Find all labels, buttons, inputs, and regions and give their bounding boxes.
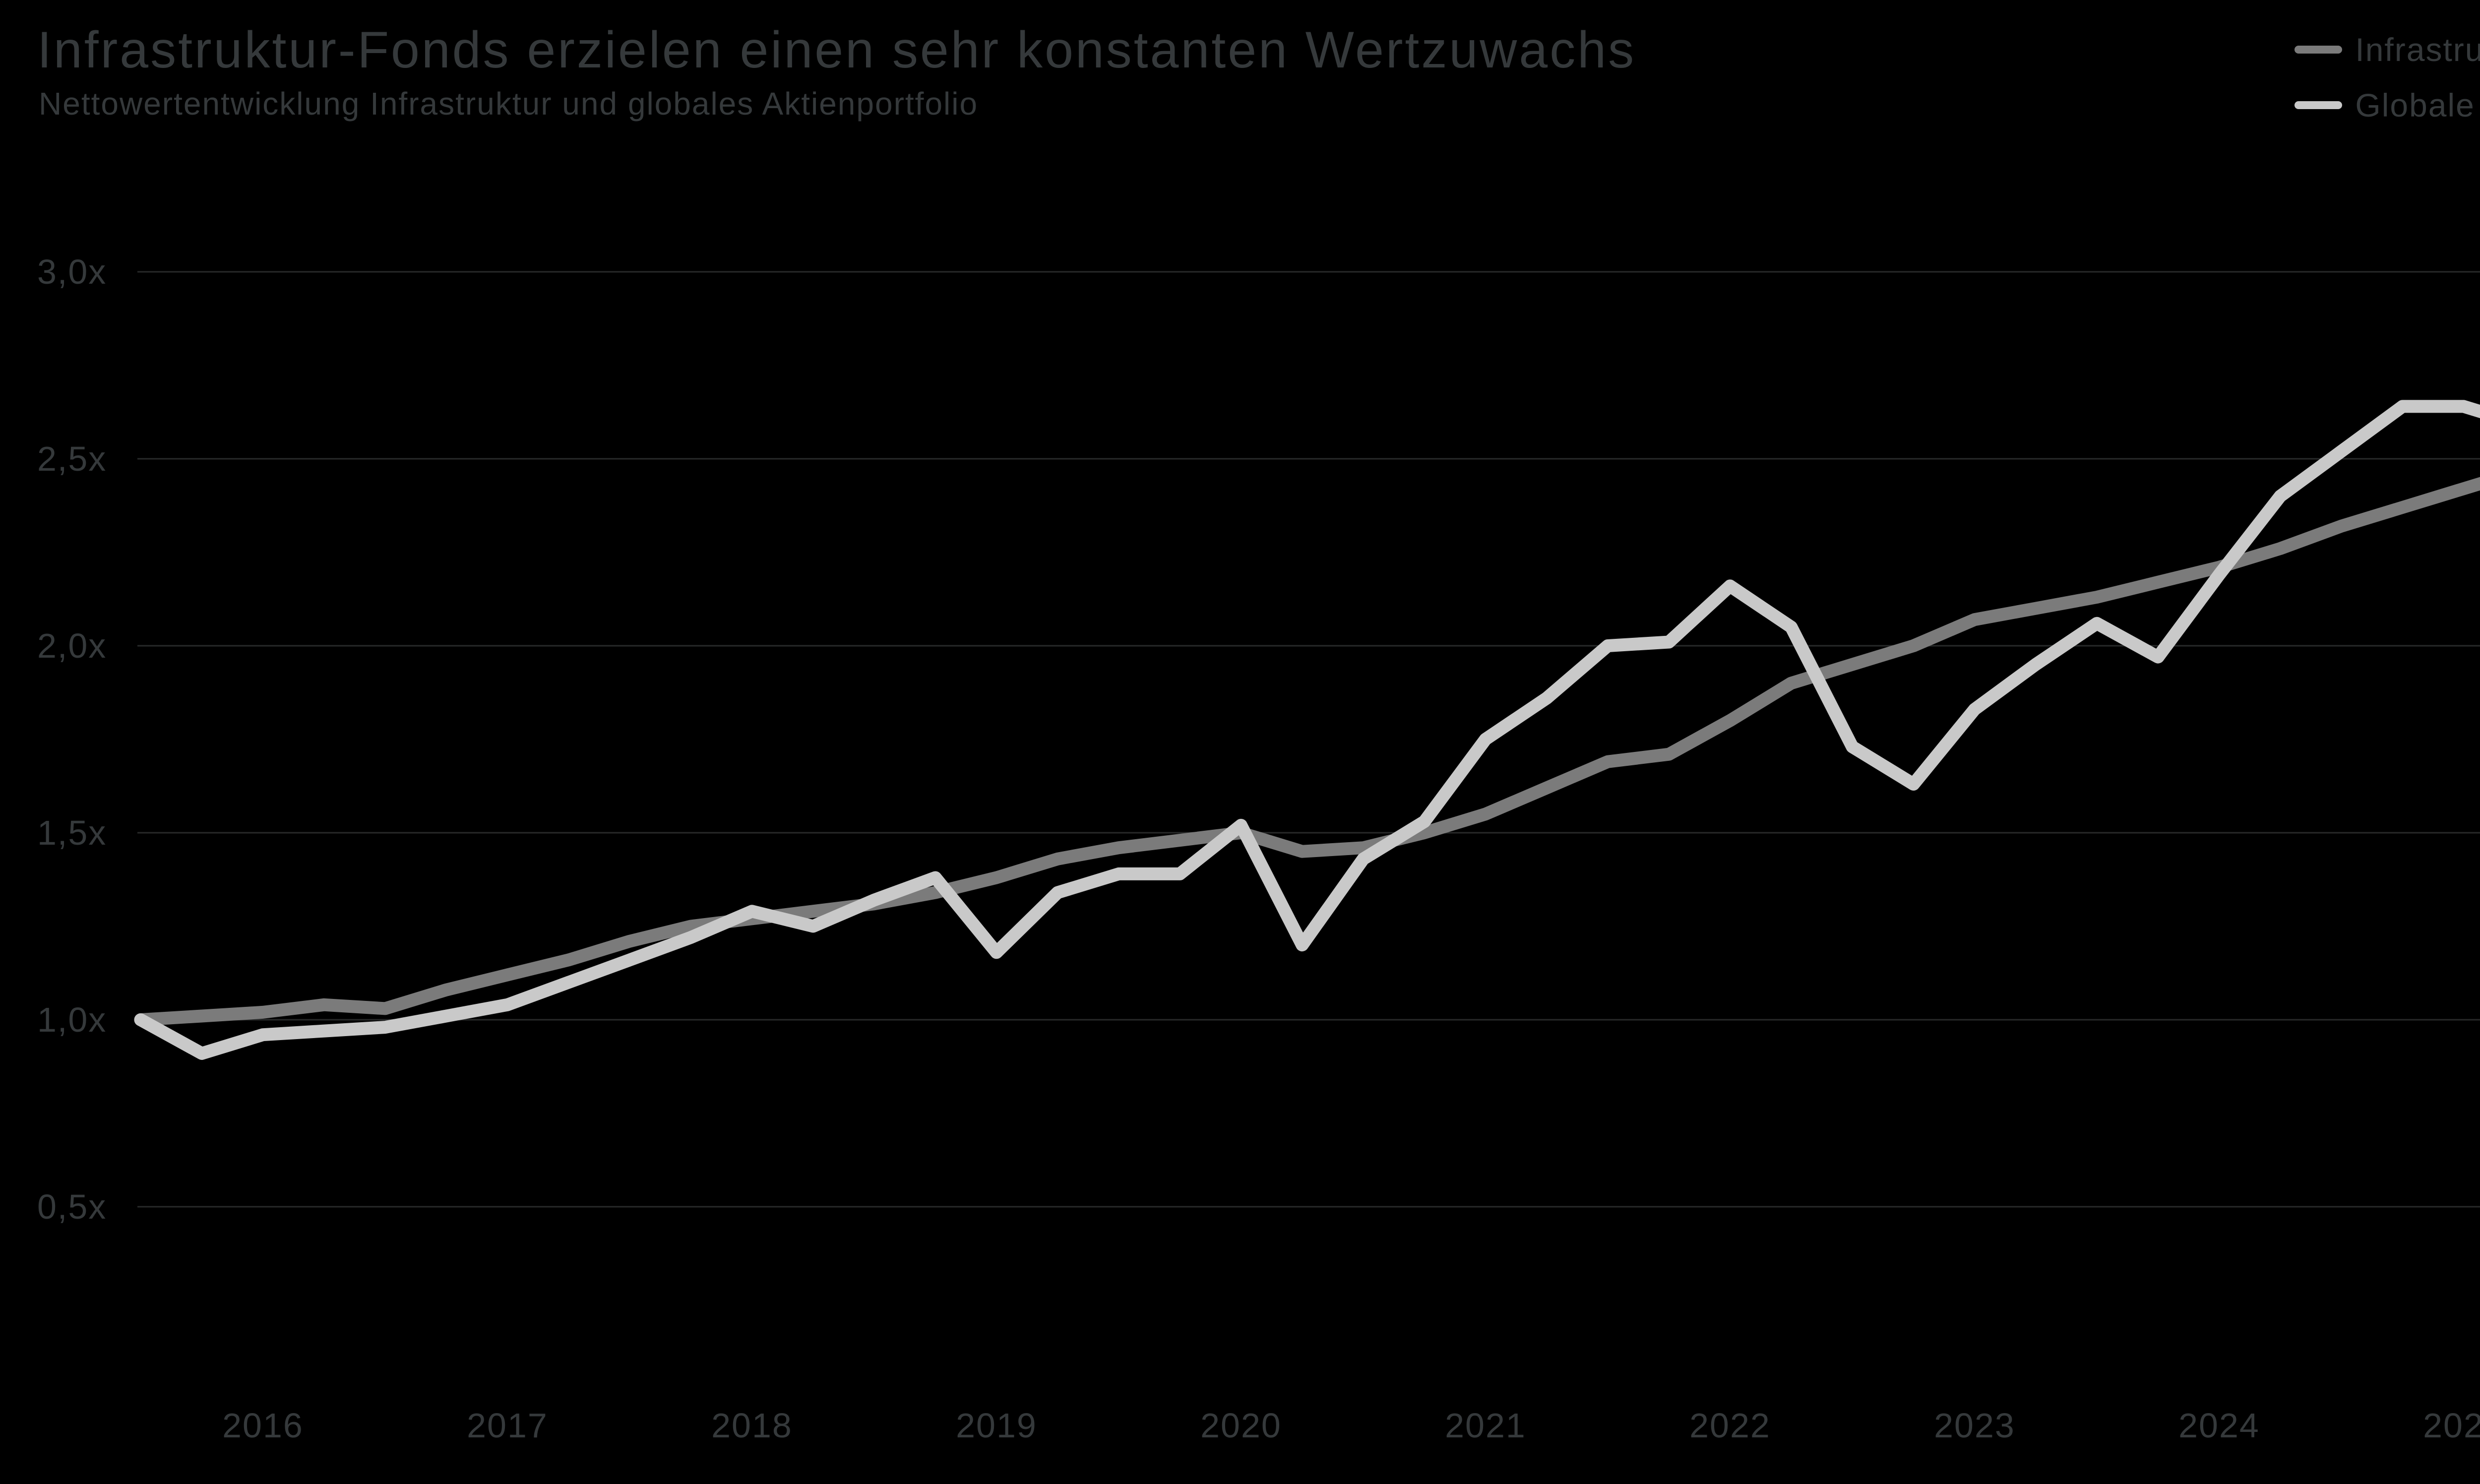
x-axis-tick-label: 2016 bbox=[222, 1406, 304, 1445]
x-axis-tick-label: 2018 bbox=[711, 1406, 793, 1445]
legend-item-globale-aktien: Globale Aktien bbox=[2294, 86, 2480, 124]
globale-aktien-line bbox=[134, 400, 2480, 1060]
x-axis-tick-label: 2022 bbox=[1689, 1406, 1771, 1445]
chart-title: Infrastruktur-Fonds erzielen einen sehr … bbox=[37, 21, 1636, 79]
x-axis-tick-label: 2019 bbox=[956, 1406, 1037, 1445]
legend-item-infrastruktur: Infrastruktur bbox=[2294, 31, 2480, 68]
x-axis-tick-label: 2017 bbox=[467, 1406, 548, 1445]
chart-subtitle: Nettowertentwicklung Infrastruktur und g… bbox=[39, 86, 979, 122]
x-axis-tick-label: 2025 bbox=[2423, 1406, 2480, 1445]
x-axis-tick-label: 2020 bbox=[1200, 1406, 1282, 1445]
y-axis-tick-label: 3,0x bbox=[37, 252, 107, 291]
y-axis-tick-label: 2,5x bbox=[37, 439, 107, 478]
x-axis-tick-label: 2021 bbox=[1445, 1406, 1526, 1445]
x-axis-tick-label: 2024 bbox=[2178, 1406, 2260, 1445]
legend: Infrastruktur Globale Aktien bbox=[2294, 31, 2480, 124]
y-axis-tick-label: 1,0x bbox=[37, 1000, 107, 1039]
y-axis-tick-label: 0,5x bbox=[37, 1187, 107, 1226]
legend-label-infrastruktur: Infrastruktur bbox=[2355, 31, 2480, 68]
legend-label-globale-aktien: Globale Aktien bbox=[2355, 87, 2480, 124]
infrastruktur-line bbox=[134, 477, 2480, 1026]
y-axis-tick-label: 2,0x bbox=[37, 626, 107, 665]
infrastruktur-line-swatch bbox=[2294, 46, 2343, 54]
y-axis-tick-label: 1,5x bbox=[37, 813, 107, 852]
x-axis-tick-label: 2023 bbox=[1934, 1406, 2015, 1445]
globale-aktien-line-swatch bbox=[2294, 101, 2343, 109]
